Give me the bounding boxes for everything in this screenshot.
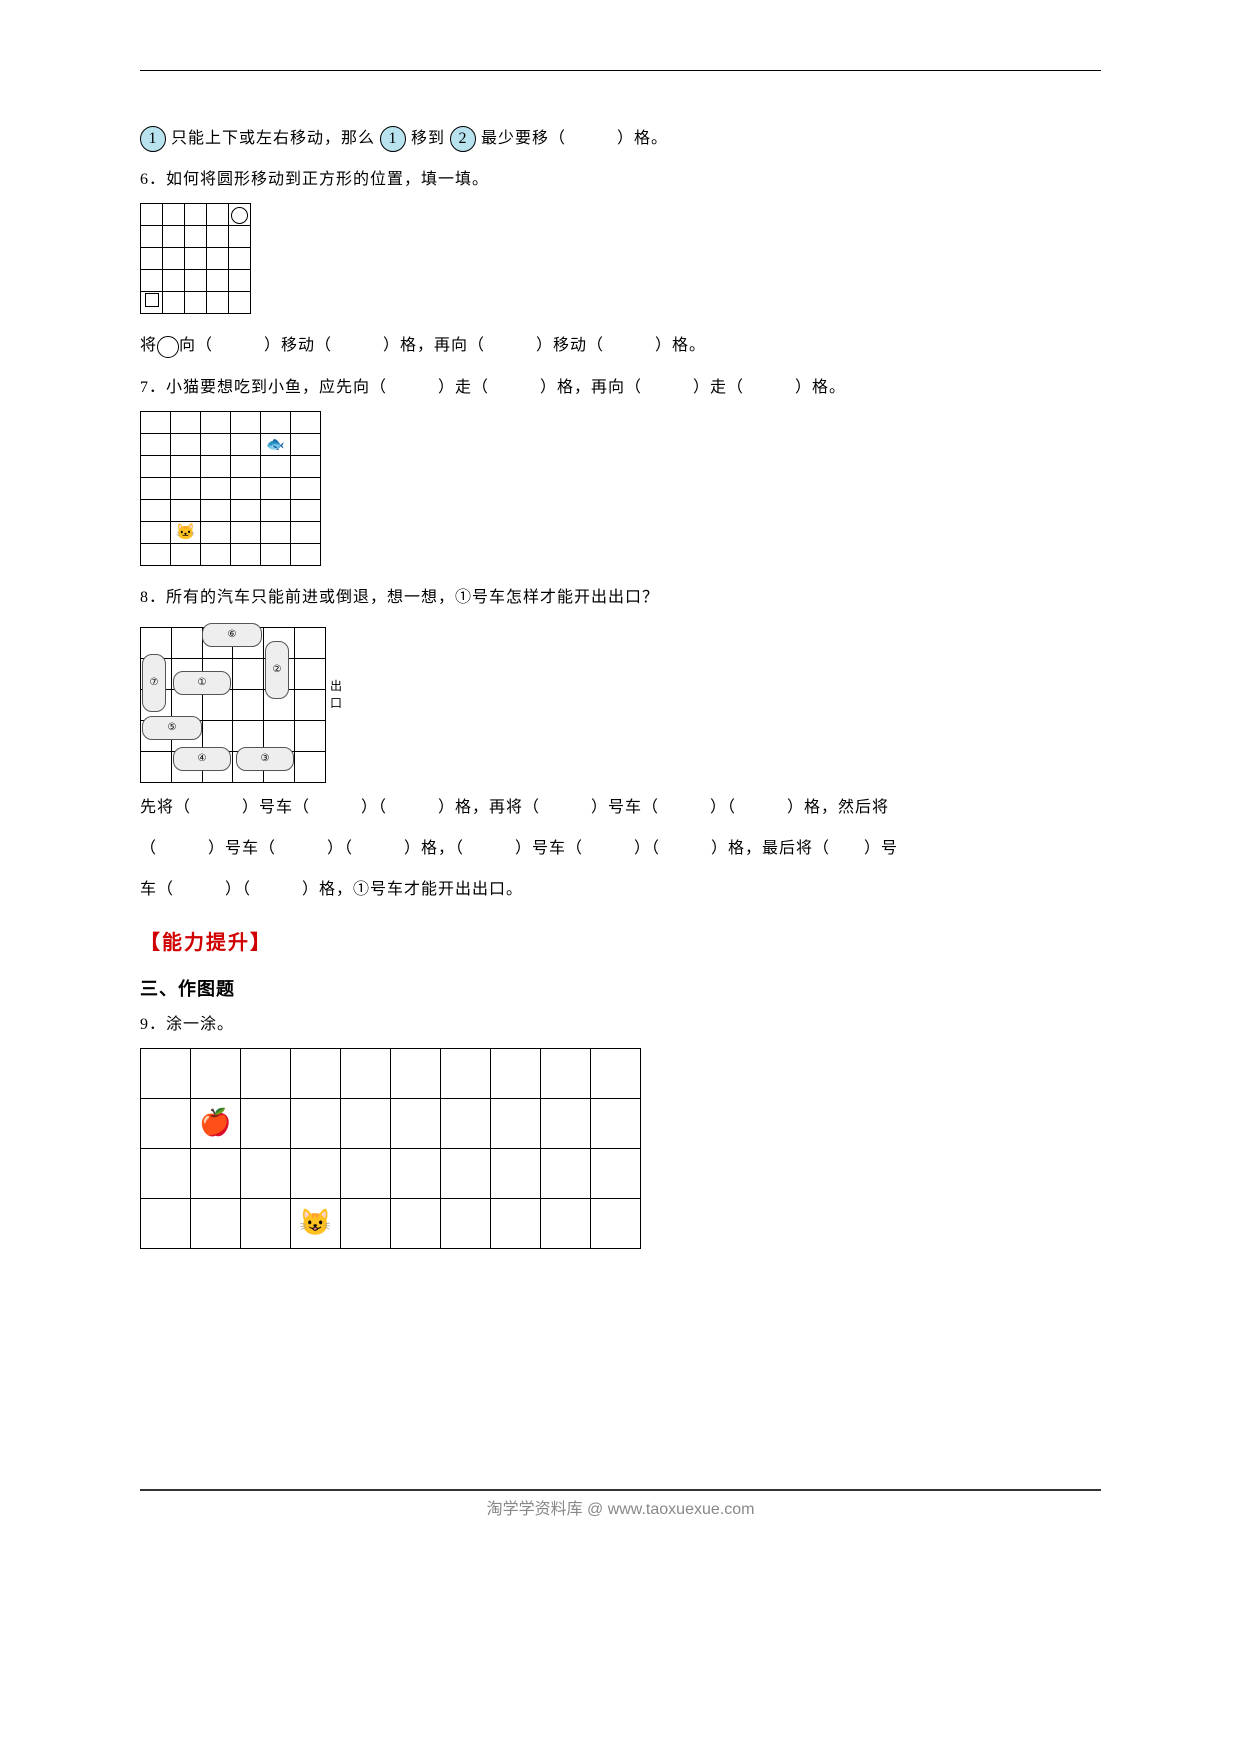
q8-ans-l2: （ ）号车（ ）（ ）格，（ ）号车（ ）（ ）格，最后将（ ）号 [140, 831, 1101, 866]
car-7-icon: ⑦ [142, 654, 166, 712]
circled-2-icon: 2 [450, 126, 476, 152]
q8-ans-l3: 车（ ）（ ）格，①号车才能开出出口。 [140, 872, 1101, 907]
q5-text2: 移到 [411, 130, 445, 147]
q5-line: 1 只能上下或左右移动，那么 1 移到 2 最少要移（ ）格。 [140, 121, 1101, 156]
section-3-title: 三、作图题 [140, 975, 1101, 1001]
q6-grid [140, 203, 251, 314]
car-5-icon: ⑤ [142, 716, 202, 740]
top-rule [140, 70, 1101, 71]
q7-grid: 🐟 🐱 [140, 411, 321, 566]
q9-text: 涂一涂。 [166, 1016, 234, 1033]
q5-text3: 最少要移（ ）格。 [481, 130, 668, 147]
q7-title: 7．小猫要想吃到小鱼，应先向（ ）走（ ）格，再向（ ）走（ ）格。 [140, 370, 1101, 405]
circle-shape-icon [231, 207, 248, 224]
circled-1b-icon: 1 [380, 126, 406, 152]
cat-face-icon: 😺 [291, 1198, 341, 1248]
q8-title: 8．所有的汽车只能前进或倒退，想一想，①号车怎样才能开出出口？ [140, 580, 1101, 615]
car-2-icon: ② [265, 641, 289, 699]
q6-answer: 将 向（ ）移动（ ）格，再向（ ）移动（ ）格。 [140, 328, 1101, 363]
q9-num: 9． [140, 1016, 166, 1033]
q6-ans1: 将 [140, 337, 157, 354]
q7-num: 7． [140, 379, 166, 396]
car-6-icon: ⑥ [202, 623, 262, 647]
page: 1 只能上下或左右移动，那么 1 移到 2 最少要移（ ）格。 6．如何将圆形移… [0, 0, 1241, 1531]
cat-icon: 🐱 [171, 521, 201, 543]
q9-grid: 🍎 😺 [140, 1048, 641, 1249]
exit-label: 出口 [330, 677, 342, 711]
q8-num: 8． [140, 589, 166, 606]
apple-icon: 🍎 [191, 1098, 241, 1148]
car-3-icon: ③ [236, 747, 294, 771]
q7-text: 小猫要想吃到小鱼，应先向（ ）走（ ）格，再向（ ）走（ ）格。 [166, 379, 846, 396]
q6-ans2: 向（ ）移动（ ）格，再向（ ）移动（ ）格。 [179, 337, 706, 354]
q6-text: 如何将圆形移动到正方形的位置，填一填。 [166, 171, 489, 188]
q5-text1: 只能上下或左右移动，那么 [171, 130, 375, 147]
car-4-icon: ④ [173, 747, 231, 771]
ability-heading: 【能力提升】 [140, 926, 1101, 955]
q9-title: 9．涂一涂。 [140, 1007, 1101, 1042]
q6-num: 6． [140, 171, 166, 188]
page-footer: 淘学学资料库 @ www.taoxuexue.com [0, 1495, 1241, 1519]
q8-grid: ⑥ ⑦ ① ② ⑤ ④ ③ 出口 [140, 621, 326, 776]
bottom-rule [140, 1489, 1101, 1491]
circled-1-icon: 1 [140, 126, 166, 152]
q8-ans-l1: 先将（ ）号车（ ）（ ）格，再将（ ）号车（ ）（ ）格，然后将 [140, 790, 1101, 825]
square-shape-icon [145, 293, 159, 307]
circle-blank-icon [157, 336, 179, 358]
q8-text: 所有的汽车只能前进或倒退，想一想，①号车怎样才能开出出口？ [166, 589, 659, 606]
q6-title: 6．如何将圆形移动到正方形的位置，填一填。 [140, 162, 1101, 197]
car-1-icon: ① [173, 671, 231, 695]
fish-icon: 🐟 [261, 433, 291, 455]
